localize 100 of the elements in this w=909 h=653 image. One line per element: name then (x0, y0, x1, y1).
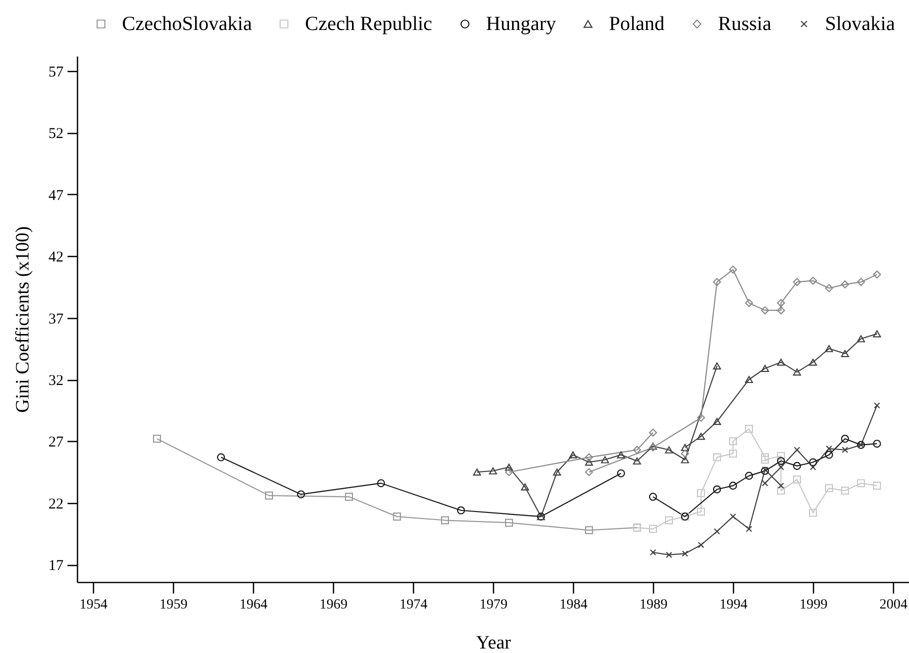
point (856, 335, 866, 342)
point (664, 516, 674, 524)
point (696, 414, 706, 422)
point (552, 468, 562, 476)
point (776, 452, 786, 460)
point (584, 453, 594, 462)
y-axis-title: Gini Coefficients (x100) (12, 226, 34, 413)
point (616, 451, 626, 458)
point (680, 444, 690, 451)
point (728, 450, 738, 458)
point (600, 456, 610, 464)
point (874, 402, 880, 409)
y-tick-label: 47 (48, 188, 64, 204)
point (840, 486, 850, 495)
point (728, 266, 738, 274)
point (872, 330, 882, 338)
y-tick-label: 37 (48, 311, 64, 328)
point (712, 485, 722, 494)
point (760, 306, 770, 314)
point (216, 453, 226, 462)
point (264, 492, 274, 500)
point (824, 345, 834, 352)
point (808, 508, 818, 517)
legend-label: Russia (718, 13, 772, 35)
point (632, 457, 642, 465)
point (776, 306, 786, 314)
point (344, 492, 354, 501)
point (840, 434, 850, 443)
point (824, 484, 834, 492)
point (696, 432, 706, 440)
point (504, 464, 514, 471)
point (648, 428, 658, 437)
point (616, 469, 626, 478)
point (776, 358, 786, 366)
point (794, 446, 800, 454)
point (856, 479, 866, 488)
point (584, 468, 594, 476)
point (808, 458, 818, 466)
point (712, 278, 722, 286)
point (778, 482, 784, 489)
point (744, 424, 754, 433)
point (680, 456, 690, 464)
point (698, 542, 704, 548)
point (392, 512, 402, 521)
point (872, 440, 882, 448)
point (568, 451, 578, 458)
point (648, 492, 658, 501)
y-tick-label: 32 (48, 373, 64, 389)
x-tick-label: 1974 (400, 598, 428, 612)
point (712, 362, 722, 370)
point (584, 458, 594, 466)
point (152, 434, 162, 443)
point (842, 446, 848, 454)
x-tick-label: 2004 (880, 598, 908, 612)
point (680, 450, 690, 458)
x-tick-label: 1999 (800, 598, 828, 612)
legend-label: Hungary (486, 13, 556, 35)
point (760, 453, 770, 462)
point (872, 482, 882, 490)
point (744, 472, 754, 480)
point (584, 526, 594, 534)
point (792, 278, 802, 286)
y-tick-label: 57 (48, 64, 64, 80)
point (776, 486, 786, 495)
x-tick-label: 1979 (480, 598, 508, 612)
point (712, 418, 722, 426)
point (504, 468, 514, 476)
point (760, 364, 770, 372)
point (810, 464, 816, 470)
legend-label: CzechoSlovakia (122, 13, 252, 35)
point (826, 446, 832, 452)
point (808, 276, 818, 285)
point (778, 464, 784, 470)
point (504, 518, 514, 527)
y-tick-label: 42 (48, 250, 64, 266)
point (792, 462, 802, 470)
point (696, 489, 706, 498)
x-tick-label: 1989 (640, 598, 668, 612)
point (650, 549, 656, 556)
point (840, 350, 850, 358)
point (440, 516, 450, 524)
y-tick-label: 17 (48, 558, 64, 574)
point (776, 456, 786, 465)
point (456, 506, 466, 514)
point (714, 528, 720, 535)
legend-label: Slovakia (825, 13, 896, 35)
point (682, 550, 688, 557)
legend-label: Czech Republic (305, 13, 432, 35)
x-tick-label: 1994 (720, 598, 748, 612)
point (296, 490, 306, 498)
point (730, 513, 736, 520)
x-tick-label: 1964 (240, 598, 268, 612)
x-tick-label: 1959 (160, 598, 188, 612)
point (824, 284, 834, 292)
point (472, 468, 482, 476)
y-tick-label: 22 (48, 496, 64, 512)
x-tick-label: 1954 (80, 598, 108, 612)
y-tick-label: 52 (48, 126, 64, 142)
point (760, 456, 770, 464)
point (746, 526, 752, 532)
